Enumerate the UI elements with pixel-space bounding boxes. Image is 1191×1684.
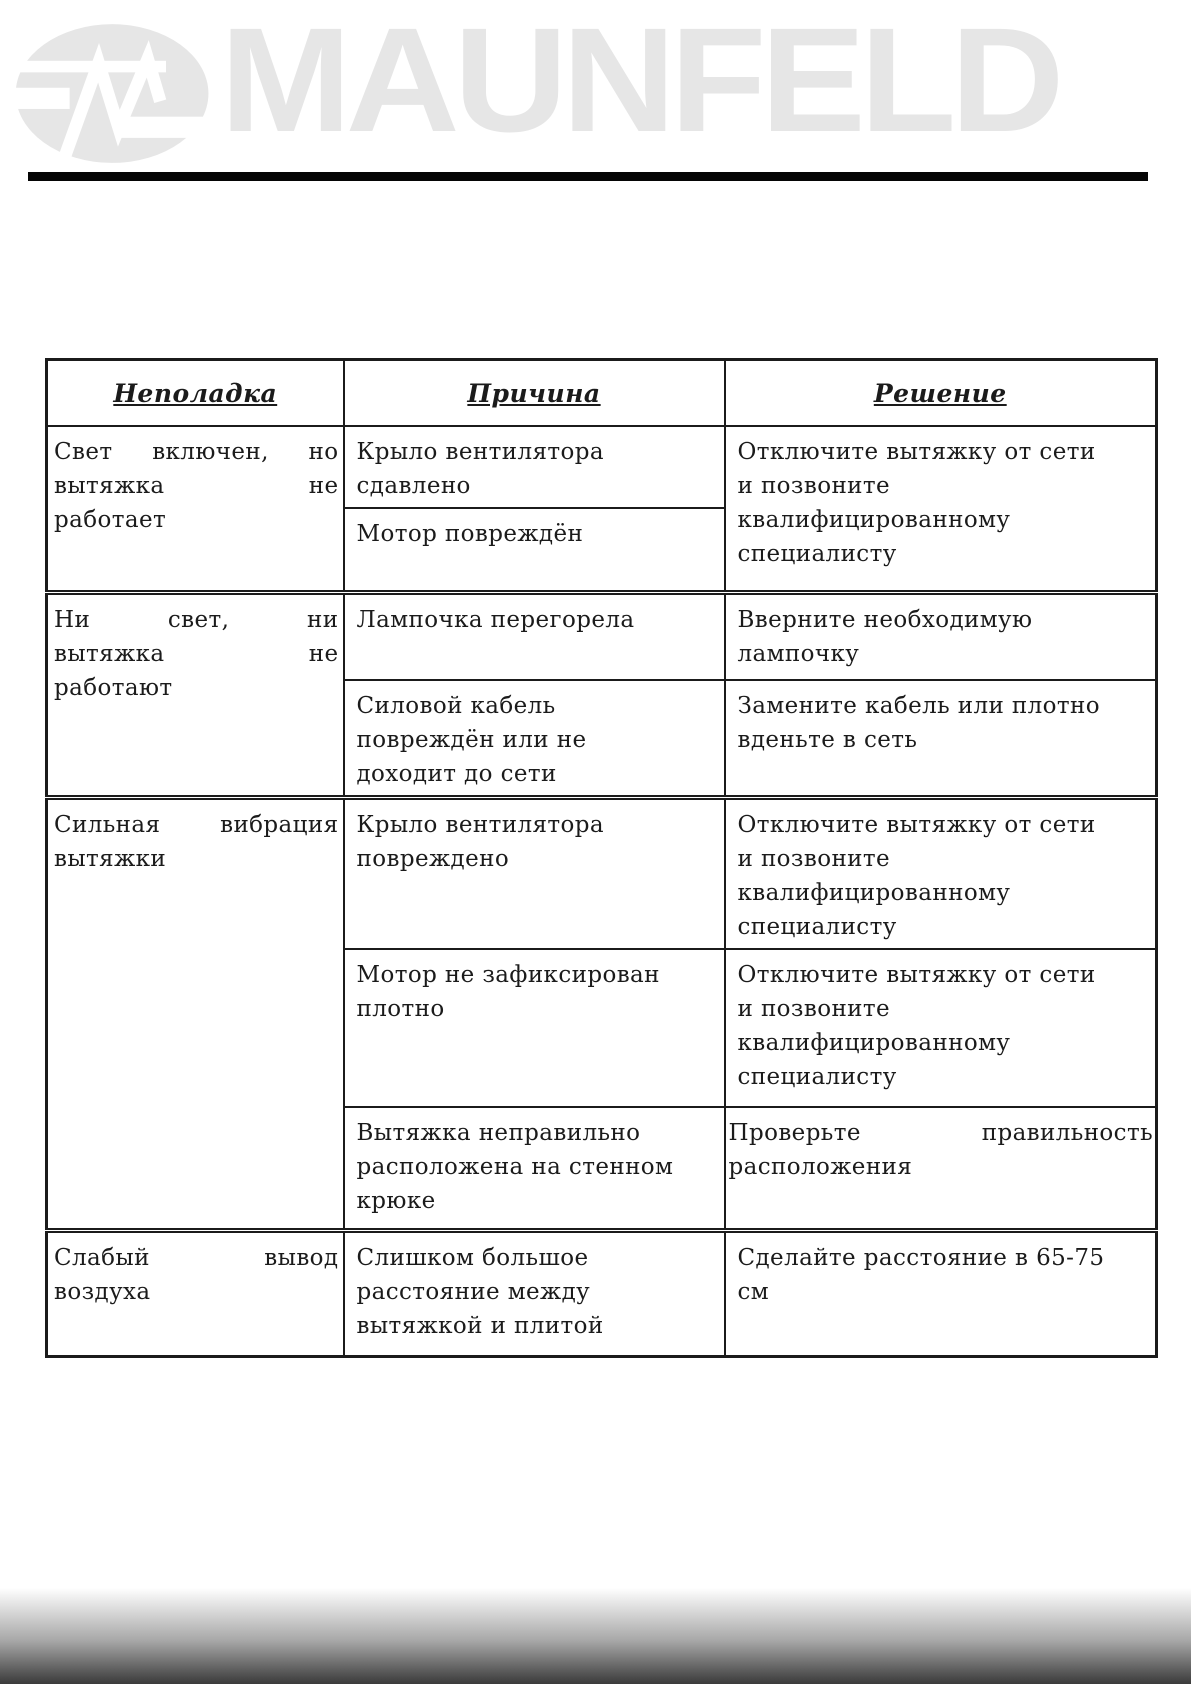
cell-problem-strong-vibration: Сильная вибрация вытяжки [45, 795, 345, 1231]
maunfeld-logo-text: MAUNFELD [220, 0, 1064, 163]
cell-cause-bulb-burnt: Лампочка перегорела [342, 589, 726, 681]
table-row: Вытяжка неправильно расположена на стенно… [47, 1106, 1158, 1231]
cell-problem-no-light-no-hood: Ни свет, ни вытяжка не работают [45, 589, 345, 799]
table-row: Ни свет, ни вытяжка не работают Лампочка пере… [45, 589, 1158, 799]
table-row: Свет включен, но вытяжка не работает Крыло ве… [45, 425, 1158, 593]
cell-solution-screw-in-bulb: Вверните необходимую лампочку [723, 589, 1158, 681]
cell-problem-weak-air-output: Слабый вывод воздуха [45, 1227, 345, 1357]
table-header-row: Неполадка Причина Решение [45, 358, 1158, 427]
cell-solution-set-distance-65-75: Сделайте расстояние в 65-75 см [723, 1227, 1158, 1357]
header-divider-rule [28, 172, 1148, 181]
cell-solution-unplug-call-specialist: Отключите вытяжку от сети и позвоните квал… [723, 795, 1158, 950]
cell-cause-fan-blade-jammed: Крыло вентилятора сдавлено [342, 425, 726, 509]
cell-cause-too-large-distance: Слишком большое расстояние между вытяжкой … [342, 1227, 726, 1357]
cell-problem-light-on-hood-off: Свет включен, но вытяжка не работает [45, 425, 345, 593]
cell-solution-replace-cable: Замените кабель или плотно вденьте в сеть [723, 679, 1158, 799]
table-row: Сильная вибрация вытяжки Крыло вентилятора… [45, 795, 1158, 1231]
table-row: Слабый вывод воздуха Слишком большое рассто… [45, 1227, 1158, 1357]
cell-solution-check-placement: Проверьте правильность расположения [723, 1106, 1158, 1231]
cell-cause-motor-not-fixed: Мотор не зафиксирован плотно [342, 948, 726, 1108]
table-row: Мотор повреждён [47, 507, 1157, 593]
table-row: Мотор не зафиксирован плотно Отключите вы… [47, 948, 1158, 1108]
table-row: Силовой кабель повреждён или не доходит до… [47, 679, 1158, 799]
cell-cause-power-cable-damaged: Силовой кабель повреждён или не доходит до… [342, 679, 726, 799]
brand-header: MAUNFELD [0, 0, 1191, 170]
maunfeld-oval-m-icon [8, 24, 220, 163]
column-header-cause: Причина [342, 358, 726, 427]
footer-gradient-bar [0, 1588, 1191, 1684]
cell-cause-hood-misplaced-on-hook: Вытяжка неправильно расположена на стенно… [342, 1106, 726, 1231]
troubleshooting-table: Неполадка Причина Решение Свет включен, но… [45, 358, 1158, 1358]
cell-solution-unplug-call-specialist: Отключите вытяжку от сети и позвоните квал… [723, 425, 1158, 593]
cell-cause-motor-damaged: Мотор повреждён [342, 507, 726, 593]
cell-cause-fan-blade-damaged: Крыло вентилятора повреждено [342, 795, 726, 950]
column-header-solution: Решение [723, 358, 1158, 427]
column-header-problem: Неполадка [45, 358, 345, 427]
cell-solution-unplug-call-specialist: Отключите вытяжку от сети и позвоните квал… [723, 948, 1158, 1108]
